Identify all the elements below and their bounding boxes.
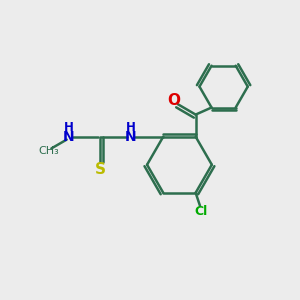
Text: H: H bbox=[126, 121, 136, 134]
Text: H: H bbox=[64, 121, 74, 134]
Text: O: O bbox=[167, 93, 180, 108]
Text: Cl: Cl bbox=[194, 206, 208, 218]
Text: CH₃: CH₃ bbox=[38, 146, 59, 156]
Text: S: S bbox=[94, 162, 105, 177]
Text: N: N bbox=[63, 130, 75, 144]
Text: N: N bbox=[125, 130, 137, 144]
